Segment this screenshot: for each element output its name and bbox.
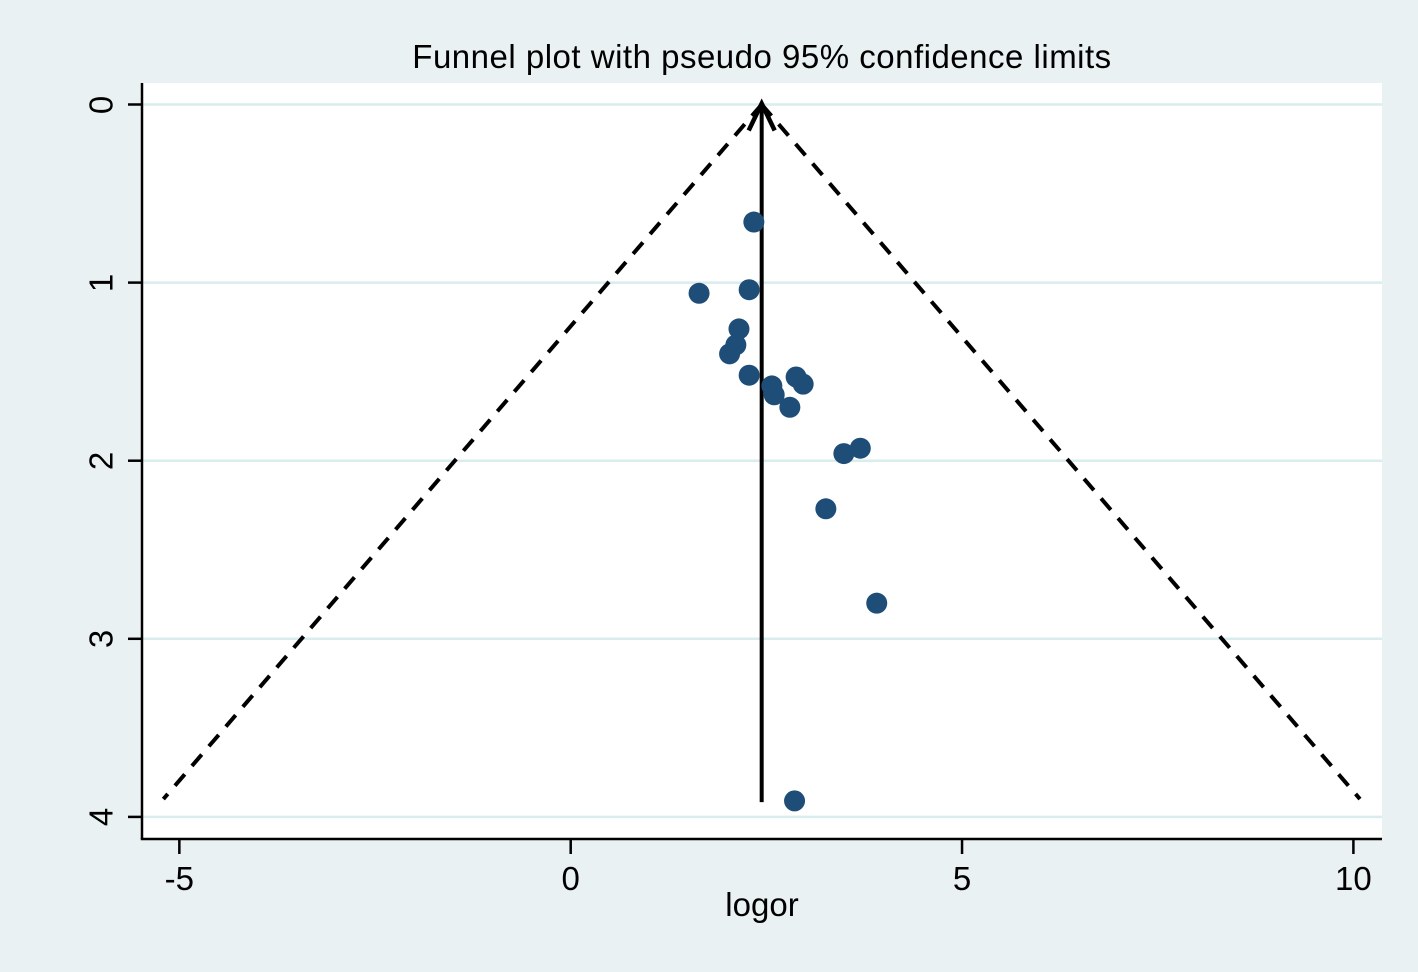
center-line-arrowhead (746, 98, 777, 132)
data-point (719, 343, 741, 365)
y-tick-label: 2 (82, 451, 120, 470)
y-tick-label: 4 (82, 807, 120, 827)
data-point (738, 364, 760, 386)
data-point (779, 396, 801, 418)
y-tick-label: 0 (82, 95, 120, 114)
data-point (738, 279, 760, 301)
y-tick-label: 3 (82, 629, 120, 648)
x-tick-label: 5 (952, 860, 972, 897)
x-tick-label: 10 (1335, 860, 1372, 897)
funnel-right-limit-line (760, 103, 1362, 801)
data-point (784, 790, 806, 812)
data-point (792, 373, 814, 395)
x-axis-title: logor (725, 886, 799, 923)
data-point (815, 498, 837, 520)
data-point (688, 282, 710, 304)
y-tick-label: 1 (82, 273, 120, 292)
data-point (728, 318, 750, 340)
data-point (743, 211, 765, 233)
funnel-left-limit-line (161, 103, 764, 801)
x-tick-label: 0 (561, 860, 580, 897)
data-point (866, 592, 888, 614)
x-tick-label: -5 (164, 860, 195, 897)
data-point (833, 443, 855, 465)
data-point (849, 437, 871, 459)
data-point (763, 384, 785, 406)
chart-title: Funnel plot with pseudo 95% confidence l… (412, 38, 1112, 75)
